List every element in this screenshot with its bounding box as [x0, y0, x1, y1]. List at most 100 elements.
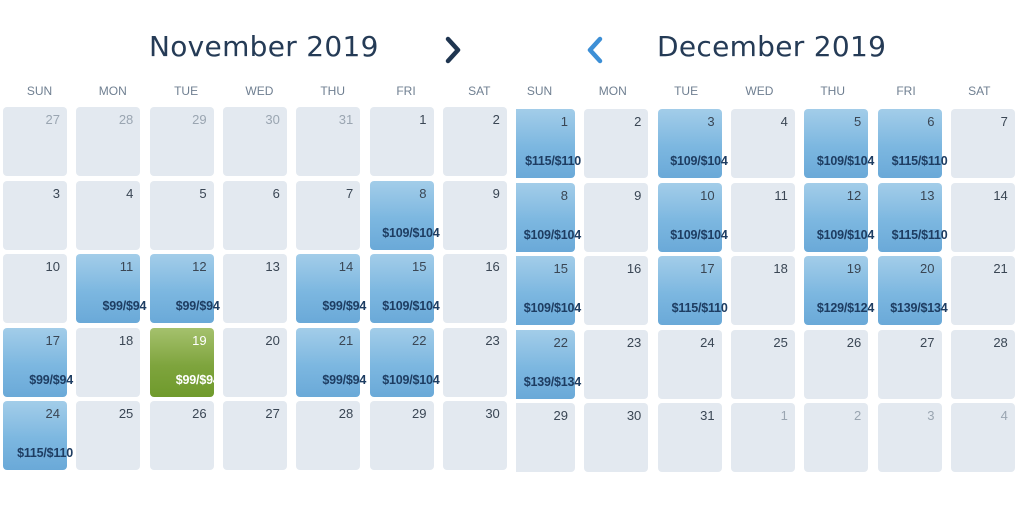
available-day-cell[interactable]: 19 $129/$124: [804, 256, 874, 325]
available-day-cell[interactable]: 15 $109/$104: [516, 256, 581, 325]
day-cell: 1: [369, 107, 434, 176]
day-number: 19: [192, 332, 207, 348]
weekday-label: SAT: [968, 84, 991, 98]
day-number: 18: [773, 261, 788, 276]
available-day-cell[interactable]: 12 $109/$104: [804, 182, 874, 252]
december-calendar: December 2019 SUN MON TUE WED THU FRI SAT 1 $11…: [516, 0, 1024, 512]
day-cell: 28: [76, 107, 141, 176]
price-label: $115/$110: [17, 446, 73, 460]
price-label: $99/$94: [102, 299, 147, 313]
available-day-cell[interactable]: 22 $109/$104: [369, 327, 440, 397]
day-number: 2: [853, 408, 862, 423]
weekday-label: SAT: [468, 84, 491, 98]
available-day-cell[interactable]: 22 $139/$134: [516, 329, 581, 399]
day-number: 21: [338, 332, 354, 348]
day-number: 2: [492, 112, 500, 127]
available-day-cell[interactable]: 11 $99/$94: [76, 254, 146, 323]
available-day-cell[interactable]: 24 $115/$110: [3, 401, 73, 470]
next-month-button[interactable]: [440, 33, 466, 67]
day-cell: 7: [950, 109, 1015, 178]
available-day-cell[interactable]: 15 $109/$104: [369, 254, 440, 323]
day-number: 28: [993, 334, 1008, 350]
price-label: $109/$104: [382, 225, 440, 240]
weekday-label: SUN: [526, 84, 553, 98]
price-label: $109/$104: [523, 301, 581, 315]
price-label: $109/$104: [816, 227, 875, 242]
available-day-cell[interactable]: 14 $99/$94: [296, 254, 366, 323]
day-cell: 21: [950, 256, 1015, 325]
price-label: $115/$110: [671, 301, 728, 315]
day-cell: 20: [222, 327, 287, 397]
day-cell: 4: [730, 109, 795, 178]
available-day-cell[interactable]: 6 $115/$110: [877, 109, 948, 178]
available-day-cell[interactable]: 12 $99/$94: [149, 254, 220, 323]
day-number: 3: [707, 114, 715, 129]
day-number: 5: [199, 185, 207, 201]
day-number: 6: [272, 185, 280, 201]
chevron-left-icon: [587, 36, 603, 64]
day-cell: 11: [730, 182, 795, 252]
day-number: 4: [126, 185, 134, 201]
weekday-label: WED: [745, 84, 774, 98]
selected-day-cell[interactable]: 19 $99/$94: [149, 327, 220, 397]
day-number: 11: [774, 187, 788, 203]
price-label: $99/$94: [322, 299, 367, 313]
available-day-cell[interactable]: 10 $109/$104: [657, 182, 728, 252]
price-label: $129/$124: [816, 301, 875, 315]
available-day-cell[interactable]: 17 $115/$110: [657, 256, 728, 325]
day-number: 23: [626, 334, 642, 350]
day-number: 8: [419, 185, 427, 201]
day-number: 19: [846, 261, 862, 276]
day-number: 27: [265, 406, 280, 421]
day-number: 12: [192, 259, 207, 274]
day-number: 15: [553, 261, 568, 276]
available-day-cell[interactable]: 3 $109/$104: [657, 109, 728, 178]
day-number: 9: [492, 185, 500, 201]
day-cell: 9: [584, 182, 649, 252]
available-day-cell[interactable]: 5 $109/$104: [804, 109, 874, 178]
day-number: 16: [626, 261, 642, 276]
day-number: 31: [338, 112, 354, 127]
price-label: $109/$104: [382, 299, 440, 313]
day-number: 27: [45, 112, 60, 127]
day-number: 20: [265, 332, 280, 348]
day-cell: 30: [584, 403, 649, 472]
day-cell: 28: [296, 401, 361, 470]
available-day-cell[interactable]: 1 $115/$110: [516, 109, 581, 178]
day-number: 27: [920, 334, 935, 350]
day-cell: 27: [222, 401, 287, 470]
available-day-cell[interactable]: 13 $115/$110: [877, 182, 948, 252]
available-day-cell[interactable]: 21 $99/$94: [296, 327, 366, 397]
day-number: 11: [119, 259, 134, 274]
day-cell: 26: [804, 329, 869, 399]
day-number: 20: [920, 261, 935, 276]
weekday-label: FRI: [396, 84, 416, 98]
available-day-cell[interactable]: 17 $99/$94: [3, 327, 73, 397]
weekday-label: THU: [320, 84, 346, 98]
day-number: 25: [773, 334, 788, 350]
weekday-label: TUE: [674, 84, 699, 98]
day-number: 29: [192, 112, 207, 127]
day-number: 24: [700, 334, 715, 350]
price-label: $109/$104: [670, 154, 728, 168]
day-cell: 13: [222, 254, 287, 323]
price-label: $109/$104: [816, 154, 875, 168]
day-number: 15: [412, 259, 427, 274]
day-number: 26: [846, 334, 862, 350]
available-day-cell[interactable]: 8 $109/$104: [369, 180, 440, 250]
previous-month-button[interactable]: [582, 33, 608, 67]
day-number: 23: [485, 332, 500, 348]
day-cell: 3: [877, 403, 942, 472]
price-label: $99/$94: [322, 372, 367, 387]
day-number: 6: [927, 114, 935, 129]
day-cell: 4: [76, 180, 141, 250]
day-cell: 29: [149, 107, 214, 176]
day-number: 3: [52, 185, 60, 201]
day-number: 22: [412, 332, 427, 348]
day-cell: 6: [222, 180, 287, 250]
available-day-cell[interactable]: 8 $109/$104: [516, 182, 581, 252]
day-number: 4: [780, 114, 788, 129]
available-day-cell[interactable]: 20 $139/$134: [877, 256, 948, 325]
day-number: 14: [338, 259, 354, 274]
price-label: $139/$134: [890, 301, 948, 315]
